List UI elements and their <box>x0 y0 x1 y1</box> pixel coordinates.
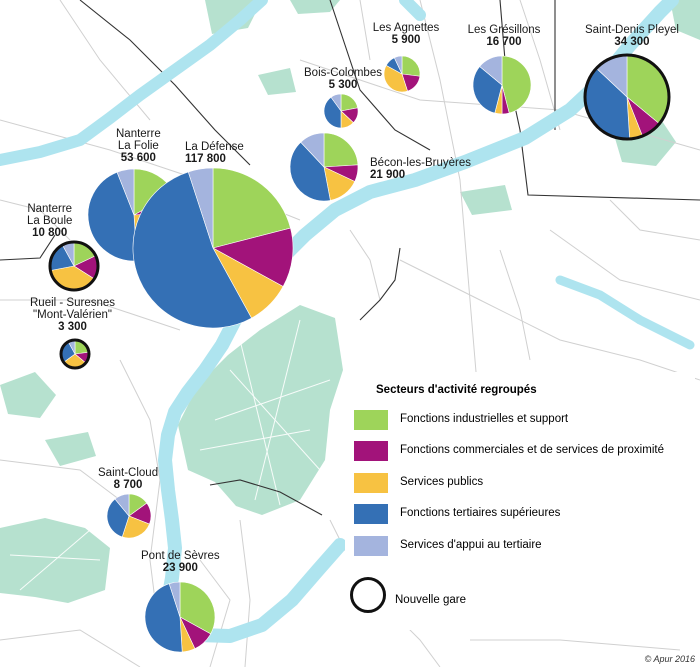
legend-item-public: Services publics <box>350 473 695 493</box>
legend-swatch-support <box>354 536 388 556</box>
legend-swatch-public <box>354 473 388 493</box>
value-les-agnettes: 5 900 <box>391 34 421 46</box>
pie-slice-becon-les-bruyeres-tertiary <box>289 141 331 202</box>
label-becon-les-bruyeres: Bécon-les-Bruyères 21 900 <box>370 157 471 181</box>
name-bois-colombes: Bois-Colombes <box>304 67 382 79</box>
label-la-defense: La Défense 117 800 <box>185 141 244 165</box>
legend-label-support: Services d'appui au tertiaire <box>400 539 542 551</box>
legend-swatch-commercial <box>354 441 388 461</box>
name-les-agnettes: Les Agnettes <box>372 22 440 34</box>
legend-item-tertiary: Fonctions tertiaires supérieures <box>350 504 695 524</box>
pie-slice-nanterre-la-folie-support <box>116 168 135 216</box>
pie-slice-bois-colombes-tertiary <box>323 96 342 129</box>
label-nanterre-la-folie: Nanterre La Folie 53 600 <box>116 128 161 164</box>
pie-slice-pont-de-sevres-industrial <box>179 581 216 635</box>
new-station-ring-rueil-suresnes <box>59 338 91 370</box>
pie-slice-nanterre-la-folie-tertiary <box>87 171 138 262</box>
name-nanterre-la-folie: Nanterre La Folie <box>116 128 161 152</box>
pie-slice-becon-les-bruyeres-support <box>300 132 325 168</box>
name-nanterre-la-boule: Nanterre La Boule <box>27 203 73 227</box>
pie-slice-les-agnettes-support <box>393 55 403 75</box>
value-pont-de-sevres: 23 900 <box>162 562 198 574</box>
value-nanterre-la-folie: 53 600 <box>120 152 156 164</box>
park-paths <box>9 319 331 591</box>
label-nanterre-la-boule: Nanterre La Boule 10 800 <box>27 203 72 239</box>
pie-slice-la-defense-industrial <box>212 167 291 249</box>
pie-slice-becon-les-bruyeres-industrial <box>323 132 359 168</box>
pie-slice-les-agnettes-industrial <box>401 55 421 77</box>
legend-label-industrial: Fonctions industrielles et support <box>400 413 569 425</box>
name-saint-denis-pleyel: Saint-Denis Pleyel <box>585 24 679 36</box>
value-becon-les-bruyeres: 21 900 <box>370 169 406 181</box>
station-pies <box>48 53 671 653</box>
credit: © Apur 2016 <box>644 654 695 664</box>
value-la-defense: 117 800 <box>185 153 226 165</box>
new-station-ring-nanterre-la-boule <box>48 240 100 292</box>
new-station-ring-icon <box>350 577 386 613</box>
legend-label-tertiary: Fonctions tertiaires supérieures <box>400 507 561 519</box>
pie-slice-les-gresillons-tertiary <box>472 66 503 114</box>
name-la-defense: La Défense <box>185 141 244 153</box>
name-becon-les-bruyeres: Bécon-les-Bruyères <box>370 157 471 169</box>
value-rueil-suresnes: 3 300 <box>58 321 87 333</box>
value-saint-denis-pleyel: 34 300 <box>614 36 650 48</box>
legend-item-commercial: Fonctions commerciales et de services de… <box>350 441 695 461</box>
pie-slice-les-agnettes-public <box>383 64 408 93</box>
label-rueil-suresnes: Rueil - Suresnes "Mont-Valérien" 3 300 <box>30 297 115 333</box>
name-pont-de-sevres: Pont de Sèvres <box>141 550 220 562</box>
pie-slice-la-defense-support <box>187 167 214 249</box>
label-les-gresillons: Les Grésillons 16 700 <box>464 24 544 48</box>
new-station-ring-saint-denis-pleyel <box>583 53 671 141</box>
pie-slice-la-defense-tertiary <box>132 171 252 329</box>
label-saint-denis-pleyel: Saint-Denis Pleyel 34 300 <box>582 24 682 48</box>
pie-slice-les-gresillons-support <box>479 55 503 86</box>
label-pont-de-sevres: Pont de Sèvres 23 900 <box>141 550 220 574</box>
pie-slice-bois-colombes-support <box>330 93 342 112</box>
value-les-gresillons: 16 700 <box>486 36 522 48</box>
label-les-agnettes: Les Agnettes 5 900 <box>368 22 444 46</box>
value-saint-cloud: 8 700 <box>113 479 143 491</box>
pie-slice-saint-cloud-public <box>121 515 150 539</box>
value-bois-colombes: 5 300 <box>328 79 358 91</box>
name-les-gresillons: Les Grésillons <box>467 24 541 36</box>
value-nanterre-la-boule: 10 800 <box>32 227 68 239</box>
pie-slice-pont-de-sevres-tertiary <box>144 583 183 653</box>
pie-slice-les-gresillons-industrial <box>501 55 532 114</box>
legend-swatch-industrial <box>354 410 388 430</box>
label-bois-colombes: Bois-Colombes 5 300 <box>299 67 387 91</box>
pie-slice-saint-cloud-support <box>114 493 130 517</box>
pie-slice-pont-de-sevres-support <box>168 581 181 618</box>
name-rueil-suresnes: Rueil - Suresnes "Mont-Valérien" <box>30 297 116 321</box>
legend-item-support: Services d'appui au tertiaire <box>350 536 695 556</box>
legend-label-commercial: Fonctions commerciales et de services de… <box>400 444 664 456</box>
legend: Secteurs d'activité regroupés Fonctions … <box>345 372 695 630</box>
pie-slice-saint-cloud-tertiary <box>106 498 130 538</box>
borders <box>0 0 700 516</box>
name-saint-cloud: Saint-Cloud <box>98 467 159 479</box>
legend-label-new-station: Nouvelle gare <box>395 594 466 606</box>
legend-swatch-tertiary <box>354 504 388 524</box>
legend-title: Secteurs d'activité regroupés <box>376 384 537 396</box>
legend-label-public: Services publics <box>400 476 484 488</box>
legend-item-industrial: Fonctions industrielles et support <box>350 410 695 430</box>
pie-slice-la-defense-commercial <box>212 227 294 287</box>
label-saint-cloud: Saint-Cloud 8 700 <box>98 467 158 491</box>
